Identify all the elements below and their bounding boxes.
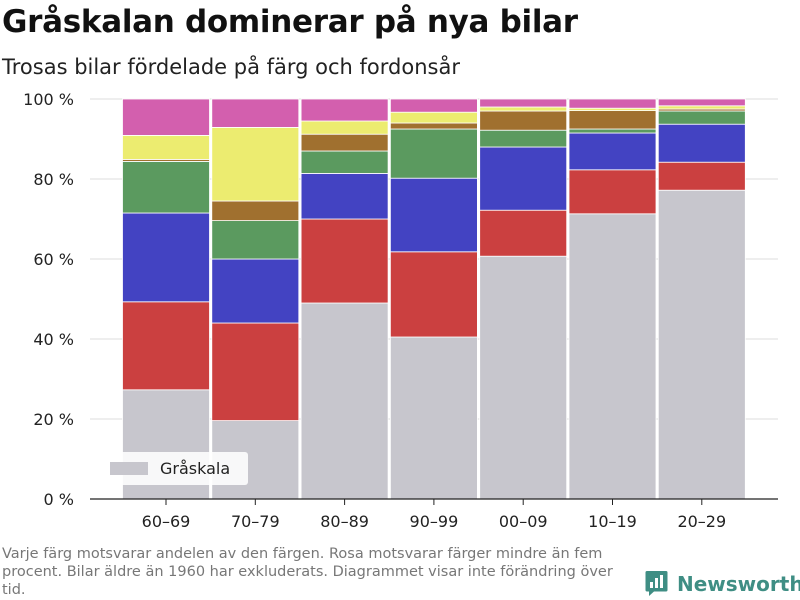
bar-segment [568, 110, 657, 130]
bar-segment [300, 218, 389, 304]
bar-segment [122, 134, 210, 160]
chart-subtitle: Trosas bilar fördelade på färg och fordo… [2, 55, 460, 79]
brand-logo: Newsworthy [645, 570, 800, 597]
bar-segment [479, 106, 568, 112]
x-tick-label: 60–69 [142, 512, 191, 531]
bar-segment [122, 301, 210, 391]
bar-segment [657, 123, 746, 163]
bar-segment [568, 98, 657, 109]
bar-segment [568, 213, 657, 500]
bar-segment [300, 98, 389, 122]
bar-segment [300, 302, 389, 500]
bar-segment [389, 177, 478, 253]
x-tick-label: 70–79 [231, 512, 280, 531]
bar-segment [657, 189, 746, 500]
bar-segment [211, 200, 300, 222]
bar-segment [657, 161, 746, 191]
bar-segment [657, 105, 746, 110]
footnote: Varje färg motsvarar andelen av den färg… [2, 546, 613, 598]
bar-stacks [122, 98, 746, 500]
bar-segment [479, 129, 568, 148]
x-tick-label: 90–99 [410, 512, 459, 531]
bar-segment [479, 146, 568, 211]
bar-segment [211, 258, 300, 324]
bar-segment [389, 111, 478, 124]
legend: Gråskala [100, 452, 248, 485]
bar-segment [300, 150, 389, 174]
y-tick-label: 80 % [33, 170, 74, 189]
bar-segment [479, 110, 568, 131]
axes: 0 % 20 % 40 % 60 % 80 % 100 % 60–69 70–79 80–89 9… [23, 90, 778, 531]
bar-segment [300, 133, 389, 152]
newsworthy-logo-icon [645, 571, 668, 596]
bar-segment [389, 128, 478, 179]
bar-segment [122, 160, 210, 214]
chart-title: Gråskalan dominerar på nya bilar [2, 4, 578, 40]
brand-name: Newsworthy [677, 571, 800, 596]
bar-segment [211, 220, 300, 260]
bar-segment [657, 98, 746, 107]
bar-segment [479, 209, 568, 257]
bar-segment [211, 98, 300, 128]
y-tick-label: 40 % [33, 330, 74, 349]
y-tick-label: 60 % [33, 250, 74, 269]
bar-segment [389, 251, 478, 338]
bar-segment [389, 122, 478, 130]
y-tick-label: 100 % [23, 90, 74, 109]
bar-segment [389, 98, 478, 113]
legend-box [100, 452, 248, 485]
x-tick-label: 80–89 [320, 512, 369, 531]
bar-segment [300, 172, 389, 220]
bar-segment [211, 322, 300, 421]
x-tick-label: 10–19 [588, 512, 637, 531]
y-tick-label: 20 % [33, 410, 74, 429]
bar-segment [568, 169, 657, 215]
legend-label: Gråskala [160, 459, 230, 478]
y-tick-label: 0 % [44, 490, 74, 509]
bar-segment [479, 255, 568, 500]
bar-segment [389, 336, 478, 500]
x-tick-label: 20–29 [677, 512, 726, 531]
legend-swatch [110, 462, 148, 475]
x-tick-label: 00–09 [499, 512, 548, 531]
bar-segment [211, 127, 300, 202]
bar-segment [122, 98, 210, 136]
bar-segment [568, 128, 657, 134]
bar-segment [122, 212, 210, 303]
bar-segment [300, 120, 389, 135]
bar-segment [568, 132, 657, 171]
bar-segment [479, 98, 568, 108]
bar-segment [657, 110, 746, 125]
